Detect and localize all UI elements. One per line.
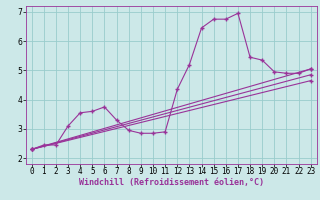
X-axis label: Windchill (Refroidissement éolien,°C): Windchill (Refroidissement éolien,°C) bbox=[79, 178, 264, 187]
